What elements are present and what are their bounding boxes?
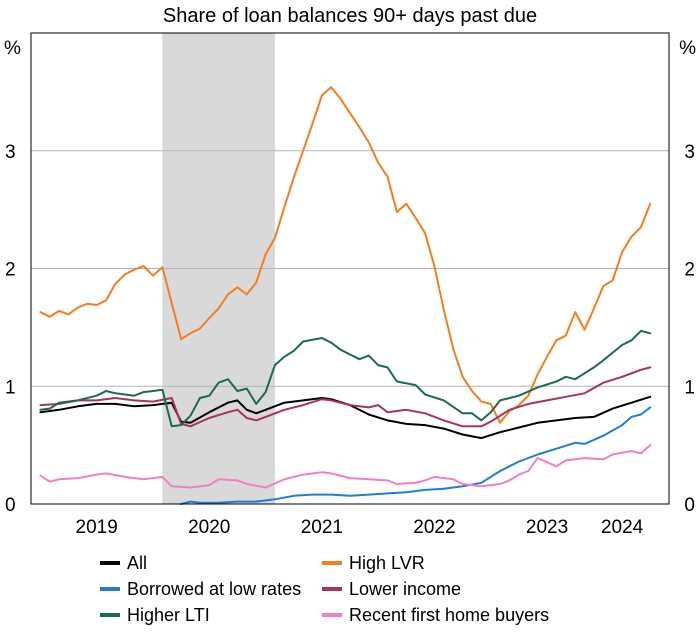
x-tick-label: 2020 [188,517,230,538]
x-tick-label: 2023 [526,517,568,538]
y-tick-label-left: 3 [5,142,16,163]
legend: All High LVR Borrowed at low rates Lower in… [100,553,549,625]
plot-frame [30,32,670,505]
y-unit-right: % [679,38,696,59]
series-line-lower-income [39,366,652,428]
series-line-higher-lti [39,329,652,428]
y-unit-left: % [4,38,21,59]
y-tick-label-left: 2 [5,260,16,281]
legend-label-recent-first-home-buyers: Recent first home buyers [349,605,549,625]
y-tick-label-right: 2 [684,260,695,281]
x-tick-labels: 2019 2020 2021 2022 2023 2024 [76,517,644,538]
chart-title: Share of loan balances 90+ days past due [163,5,537,27]
legend-label-borrowed-at-low-rates: Borrowed at low rates [127,579,301,599]
x-tick-label: 2021 [301,517,343,538]
y-tick-label-right: 0 [684,495,695,516]
y-tick-label-right: 3 [684,142,695,163]
y-tick-label-right: 1 [684,377,695,398]
legend-label-high-lvr: High LVR [349,553,425,573]
x-tick-label: 2022 [413,517,455,538]
x-tick-label: 2024 [601,517,644,538]
series-line-all [39,395,652,440]
legend-label-higher-lti: Higher LTI [127,605,210,625]
series-line-recent-first-home-buyers [39,444,652,489]
series-line-borrowed-at-low-rates [180,406,652,505]
gridlines [31,150,669,387]
legend-label-all: All [127,553,147,573]
legend-label-lower-income: Lower income [349,579,461,599]
series-line-high-lvr [39,86,652,424]
y-tick-labels: 0 0 1 1 2 2 3 3 [5,142,695,516]
y-tick-label-left: 1 [5,377,16,398]
x-tick-label: 2019 [76,517,118,538]
series-lines [39,86,652,505]
y-tick-label-left: 0 [5,495,16,516]
